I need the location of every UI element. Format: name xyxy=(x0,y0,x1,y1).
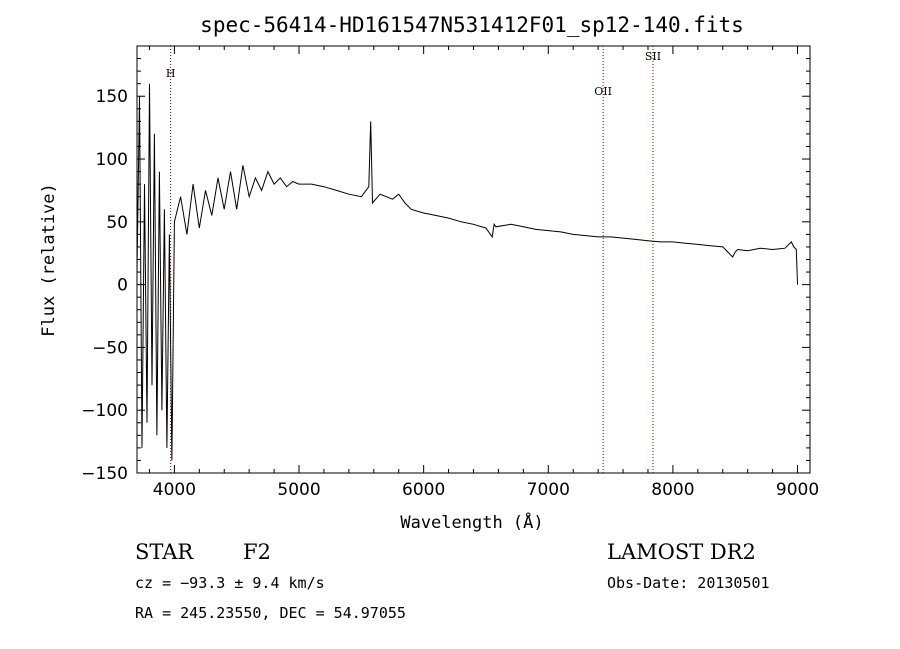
x-tick-label: 5000 xyxy=(277,480,320,500)
spectrum-line xyxy=(136,83,798,461)
x-tick-label: 9000 xyxy=(776,480,819,500)
y-tick-label: −150 xyxy=(81,464,128,484)
y-tick-label: −50 xyxy=(92,338,128,358)
x-axis: 4000 5000 6000 7000 8000 9000 xyxy=(148,46,819,500)
x-axis-label: Wavelength (Å) xyxy=(400,511,543,533)
spectral-line-label: H xyxy=(166,67,176,80)
x-tick-label: 6000 xyxy=(402,480,445,500)
y-axis-label: Flux (relative) xyxy=(39,183,59,337)
y-tick-label: −100 xyxy=(81,401,128,421)
coordinates-text: RA = 245.23550, DEC = 54.97055 xyxy=(135,604,406,622)
survey-label: LAMOST DR2 xyxy=(607,540,756,564)
spectral-line-label: SII xyxy=(645,50,661,63)
chart-title: spec-56414-HD161547N531412F01_sp12-140.f… xyxy=(200,13,744,37)
plot-frame xyxy=(136,45,811,474)
object-class: STAR xyxy=(135,540,194,564)
x-tick-label: 4000 xyxy=(153,480,196,500)
y-axis: −150 −100 −50 0 50 100 150 xyxy=(81,45,810,484)
obs-date-text: Obs-Date: 20130501 xyxy=(607,574,770,592)
spectral-lines: H OII SII xyxy=(166,46,661,473)
redshift-text: cz = −93.3 ± 9.4 km/s xyxy=(135,574,325,592)
y-tick-label: 50 xyxy=(106,213,128,233)
y-tick-label: 0 xyxy=(117,276,128,296)
y-tick-label: 100 xyxy=(96,150,128,170)
object-subclass: F2 xyxy=(243,540,271,564)
spectrum-chart: spec-56414-HD161547N531412F01_sp12-140.f… xyxy=(39,13,819,533)
x-tick-label: 8000 xyxy=(651,480,694,500)
y-tick-label: 150 xyxy=(96,87,128,107)
spectral-line-label: OII xyxy=(594,85,612,98)
x-tick-label: 7000 xyxy=(527,480,570,500)
